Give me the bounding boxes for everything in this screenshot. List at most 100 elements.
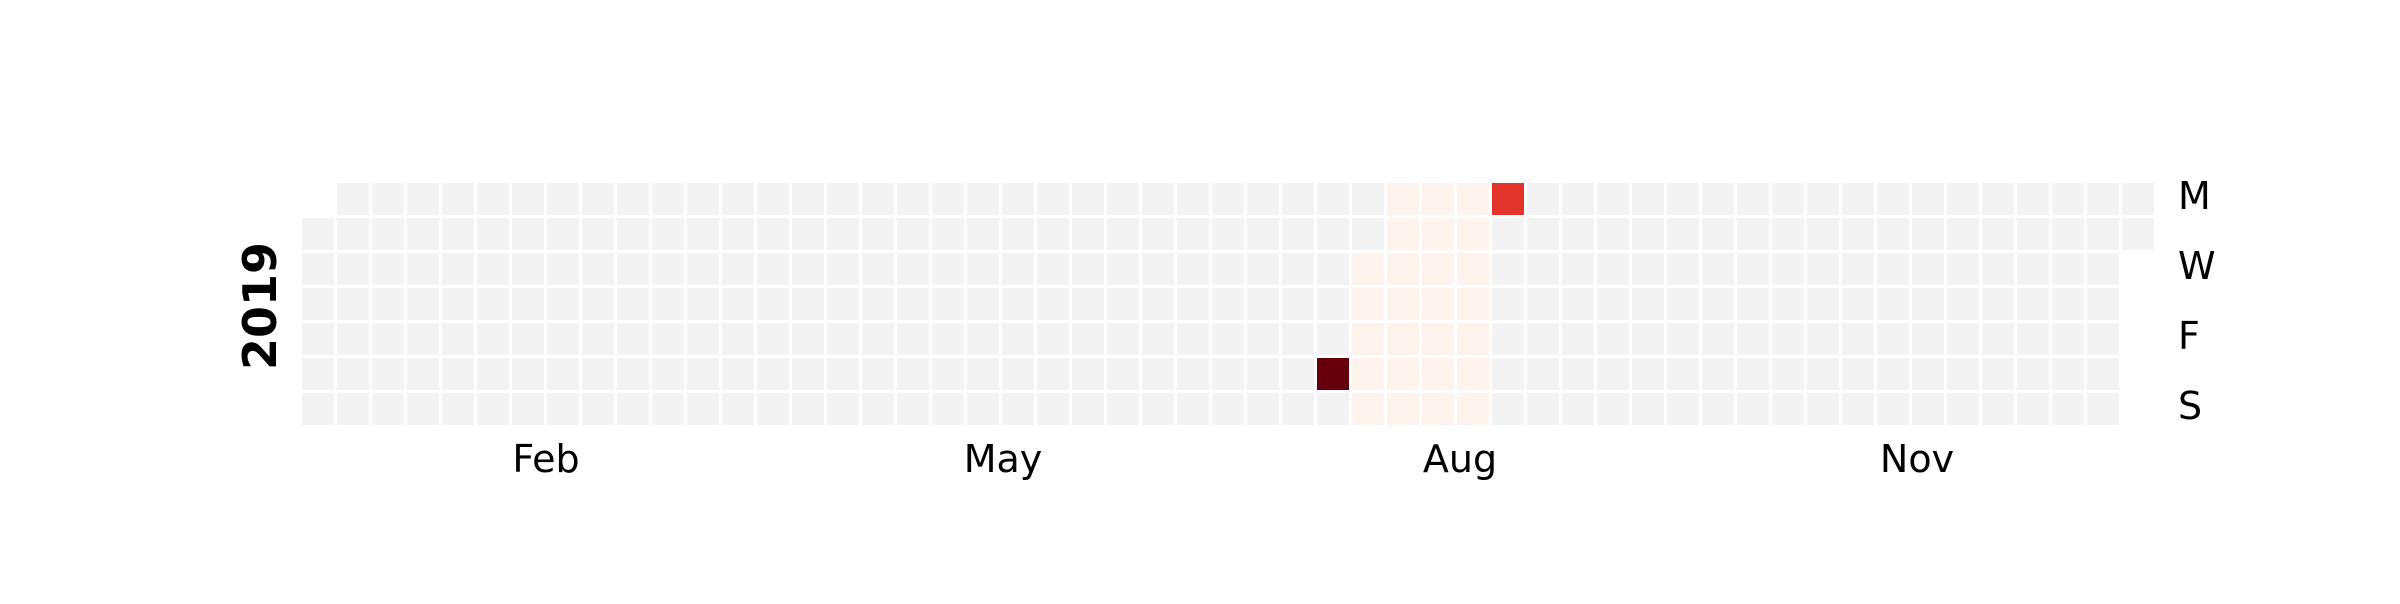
heatmap-cell xyxy=(1317,253,1349,285)
heatmap-cell xyxy=(897,323,929,355)
heatmap-cell xyxy=(442,323,474,355)
heatmap-cell xyxy=(1282,218,1314,250)
heatmap-cell xyxy=(897,253,929,285)
heatmap-cell xyxy=(1107,288,1139,320)
heatmap-cell xyxy=(897,288,929,320)
heatmap-cell xyxy=(2017,288,2049,320)
heatmap-cell xyxy=(792,253,824,285)
heatmap-cell xyxy=(932,358,964,390)
heatmap-cell xyxy=(1702,393,1734,425)
heatmap-cell xyxy=(687,288,719,320)
heatmap-cell xyxy=(1667,183,1699,215)
heatmap-cell xyxy=(1492,323,1524,355)
heatmap-cell xyxy=(1807,323,1839,355)
heatmap-cell xyxy=(862,253,894,285)
heatmap-cell xyxy=(512,323,544,355)
heatmap-cell xyxy=(1177,393,1209,425)
heatmap-cell xyxy=(442,358,474,390)
heatmap-cell xyxy=(372,393,404,425)
heatmap-cell xyxy=(512,358,544,390)
heatmap-cell xyxy=(1107,183,1139,215)
heatmap-cell xyxy=(1317,183,1349,215)
heatmap-cell xyxy=(932,323,964,355)
heatmap-cell xyxy=(827,183,859,215)
heatmap-cell xyxy=(897,183,929,215)
heatmap-cell xyxy=(372,218,404,250)
heatmap-cell xyxy=(1912,183,1944,215)
heatmap-cell xyxy=(1737,393,1769,425)
heatmap-cell xyxy=(1947,393,1979,425)
heatmap-cell xyxy=(1247,183,1279,215)
heatmap-cell xyxy=(1632,358,1664,390)
heatmap-cell xyxy=(1877,358,1909,390)
heatmap-cell xyxy=(337,393,369,425)
heatmap-cell xyxy=(1107,358,1139,390)
heatmap-cell xyxy=(337,218,369,250)
heatmap-cell xyxy=(792,358,824,390)
heatmap-cell xyxy=(1492,358,1524,390)
y-tick-label-w: W xyxy=(2178,244,2216,288)
heatmap-cell xyxy=(1667,218,1699,250)
heatmap-cell xyxy=(1212,358,1244,390)
heatmap-cell xyxy=(652,288,684,320)
heatmap-cell xyxy=(1912,323,1944,355)
heatmap-cell xyxy=(1947,253,1979,285)
heatmap-cell xyxy=(1632,288,1664,320)
heatmap-cell xyxy=(1037,288,1069,320)
heatmap-cell xyxy=(1072,358,1104,390)
heatmap-cell xyxy=(932,393,964,425)
heatmap-cell xyxy=(862,358,894,390)
heatmap-cell xyxy=(1877,288,1909,320)
heatmap-cell xyxy=(1247,288,1279,320)
heatmap-cell xyxy=(967,358,999,390)
heatmap-cell xyxy=(827,288,859,320)
heatmap-cell xyxy=(302,393,334,425)
heatmap-cell xyxy=(1457,183,1489,215)
heatmap-cell xyxy=(1492,218,1524,250)
heatmap-cell xyxy=(547,358,579,390)
x-tick-label-feb: Feb xyxy=(512,437,579,481)
heatmap-cell xyxy=(1387,393,1419,425)
heatmap-cell xyxy=(512,288,544,320)
heatmap-cell xyxy=(1177,288,1209,320)
heatmap-cell xyxy=(372,358,404,390)
heatmap-cell xyxy=(1632,253,1664,285)
heatmap-cell xyxy=(337,253,369,285)
heatmap-cell xyxy=(1247,218,1279,250)
heatmap-cell xyxy=(687,183,719,215)
heatmap-cell xyxy=(1107,253,1139,285)
heatmap-cell xyxy=(512,183,544,215)
heatmap-cell xyxy=(372,253,404,285)
cells-layer xyxy=(302,183,2154,425)
heatmap-cell xyxy=(757,393,789,425)
heatmap-cell xyxy=(477,288,509,320)
heatmap-cell xyxy=(547,393,579,425)
heatmap-cell xyxy=(1877,323,1909,355)
heatmap-cell xyxy=(477,253,509,285)
heatmap-cell xyxy=(477,358,509,390)
heatmap-cell xyxy=(1457,393,1489,425)
heatmap-cell xyxy=(2087,323,2119,355)
heatmap-cell xyxy=(407,358,439,390)
heatmap-cell xyxy=(1527,323,1559,355)
heatmap-cell xyxy=(1877,218,1909,250)
heatmap-cell xyxy=(1877,253,1909,285)
heatmap-cell xyxy=(1037,253,1069,285)
heatmap-cell xyxy=(862,218,894,250)
heatmap-cell xyxy=(1737,253,1769,285)
heatmap-cell xyxy=(1317,358,1349,390)
heatmap-cell xyxy=(1597,218,1629,250)
heatmap-cell xyxy=(1772,218,1804,250)
heatmap-cell xyxy=(582,323,614,355)
heatmap-cell xyxy=(967,288,999,320)
heatmap-cell xyxy=(1772,183,1804,215)
heatmap-cell xyxy=(967,253,999,285)
heatmap-cell xyxy=(1072,218,1104,250)
heatmap-cell xyxy=(1422,253,1454,285)
heatmap-cell xyxy=(1912,288,1944,320)
heatmap-cell xyxy=(1667,358,1699,390)
heatmap-cell xyxy=(1142,288,1174,320)
heatmap-cell xyxy=(1947,288,1979,320)
heatmap-cell xyxy=(477,393,509,425)
